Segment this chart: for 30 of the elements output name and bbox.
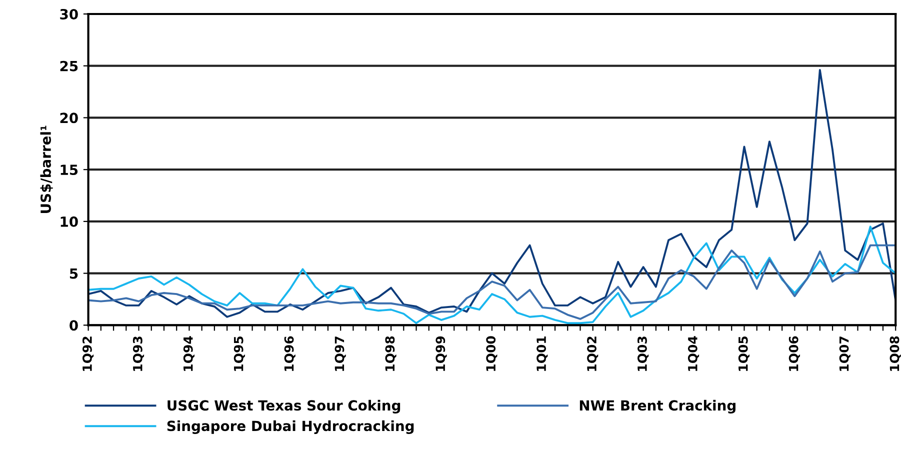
x-tick-label: 1Q00 bbox=[486, 336, 498, 371]
y-tick-label: 0 bbox=[70, 320, 78, 331]
x-tick-label: 1Q04 bbox=[688, 336, 700, 371]
y-tick-label: 5 bbox=[70, 268, 78, 279]
x-tick-label: 1Q94 bbox=[183, 336, 194, 371]
line-series bbox=[88, 69, 896, 318]
x-tick-label: 1Q99 bbox=[436, 336, 447, 371]
y-tick-label: 20 bbox=[60, 112, 78, 124]
y-tick-label: 25 bbox=[60, 60, 78, 72]
x-tick-label: 1Q97 bbox=[334, 336, 346, 371]
x-tick-label: 1Q08 bbox=[890, 336, 901, 371]
x-tick-label: 1Q92 bbox=[82, 336, 94, 371]
x-tick-label: 1Q07 bbox=[839, 336, 850, 371]
x-tick-label: 1Q06 bbox=[788, 336, 800, 371]
x-tick-label: 1Q05 bbox=[738, 336, 750, 371]
y-tick-label: 15 bbox=[60, 164, 78, 176]
x-tick-label: 1Q93 bbox=[132, 336, 144, 371]
legend-label: NWE Brent Cracking bbox=[580, 400, 736, 414]
legend-label: USGC West Texas Sour Coking bbox=[168, 400, 400, 414]
line-series bbox=[88, 244, 896, 320]
x-tick-label: 1Q95 bbox=[234, 336, 245, 371]
x-tick-label: 1Q98 bbox=[385, 336, 396, 371]
y-tick-label: 10 bbox=[60, 216, 78, 227]
x-tick-label: 1Q02 bbox=[587, 336, 598, 371]
x-tick-label: 1Q96 bbox=[284, 336, 296, 371]
y-axis-title: US$/barrel¹ bbox=[40, 126, 53, 213]
legend-label: Singapore Dubai Hydrocracking bbox=[167, 420, 414, 434]
y-tick-label: 30 bbox=[60, 8, 78, 20]
x-tick-label: 1Q01 bbox=[536, 336, 548, 371]
x-tick-label: 1Q03 bbox=[637, 336, 649, 371]
